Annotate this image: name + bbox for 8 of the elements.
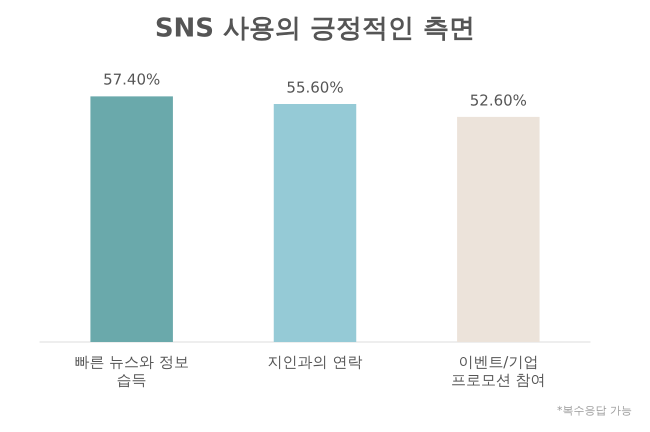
x-tick-label: 빠른 뉴스와 정보 습득 — [74, 352, 189, 389]
text: *복수응답 가능 — [557, 403, 632, 418]
data-label: 52.60% — [470, 91, 527, 110]
data-label: 57.40% — [103, 70, 160, 89]
chart-title: SNS 사용의 긍정적인 측면 — [154, 13, 476, 44]
x-tick-label: 지인과의 연락 — [268, 352, 362, 371]
x-tick-label: 이벤트/기업 프로모션 참여 — [450, 352, 546, 389]
data-label: 55.60% — [286, 78, 344, 96]
